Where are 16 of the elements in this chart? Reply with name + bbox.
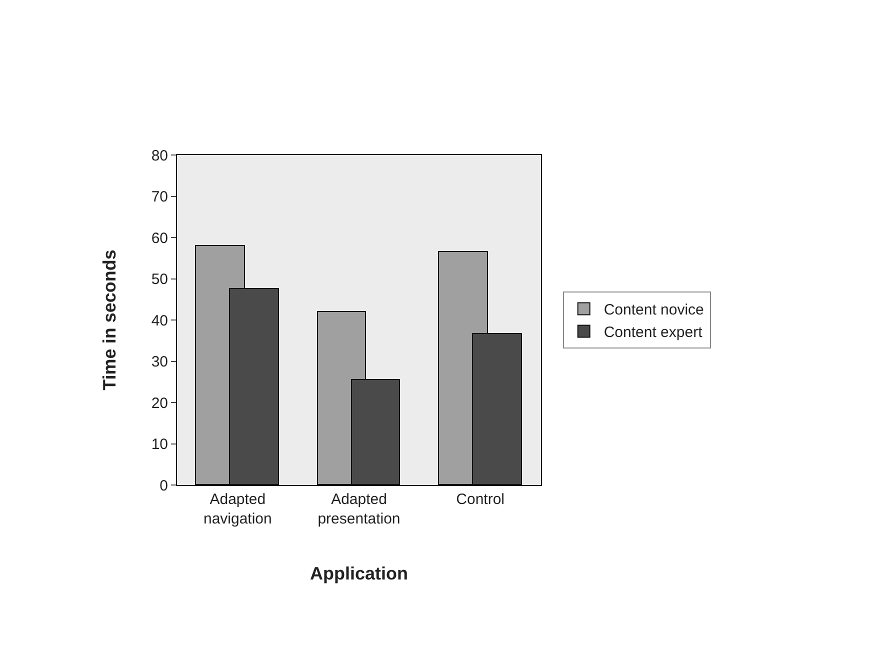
x-tick-label: Adapted presentation <box>318 491 400 528</box>
x-axis-title: Application <box>310 564 408 584</box>
y-tick-label: 80 <box>151 147 168 164</box>
y-tick-label: 10 <box>151 436 168 453</box>
y-tick-label: 20 <box>151 394 168 412</box>
y-tick-label: 0 <box>160 477 168 494</box>
y-tick-label: 50 <box>151 271 168 288</box>
y-axis-title: Time in seconds <box>100 250 120 390</box>
x-tick-label: Adapted navigation <box>203 491 272 528</box>
x-tick-label: Control <box>456 491 505 508</box>
y-tick-label: 70 <box>151 188 168 206</box>
legend-label: Content novice <box>604 302 704 319</box>
y-tick-label: 60 <box>151 230 168 247</box>
y-tick-label: 40 <box>151 312 168 330</box>
y-tick-label: 30 <box>151 354 168 370</box>
legend-label: Content expert <box>604 324 704 342</box>
